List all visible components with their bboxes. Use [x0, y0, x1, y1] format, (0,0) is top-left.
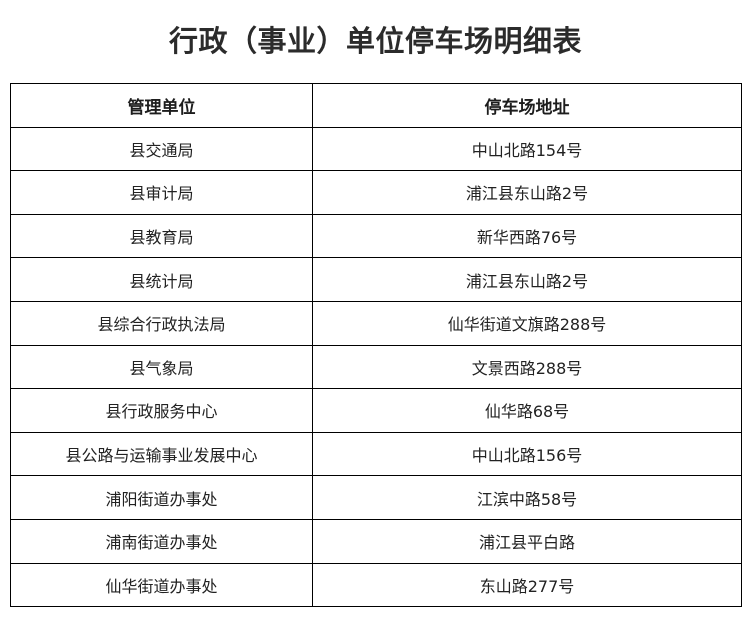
table-row: 浦阳街道办事处 江滨中路58号 — [10, 475, 742, 520]
title-container: 行政（事业）单位停车场明细表 — [0, 0, 751, 83]
table-row: 县审计局 浦江县东山路2号 — [10, 170, 742, 215]
table-row: 县统计局 浦江县东山路2号 — [10, 257, 742, 302]
cell-parking-address: 中山北路154号 — [312, 126, 742, 172]
column-header-unit: 管理单位 — [10, 83, 313, 128]
cell-managing-unit: 县行政服务中心 — [10, 388, 313, 433]
table-row: 县教育局 新华西路76号 — [10, 213, 742, 259]
cell-parking-address: 新华西路76号 — [312, 213, 742, 259]
cell-managing-unit: 县综合行政执法局 — [10, 300, 313, 346]
cell-parking-address: 仙华街道文旗路288号 — [312, 300, 742, 346]
cell-managing-unit: 仙华街道办事处 — [10, 562, 313, 608]
cell-managing-unit: 县公路与运输事业发展中心 — [10, 431, 313, 477]
cell-parking-address: 仙华路68号 — [312, 388, 742, 433]
cell-managing-unit: 县气象局 — [10, 344, 313, 390]
table-row: 仙华街道办事处 东山路277号 — [10, 562, 742, 608]
table-header: 管理单位 停车场地址 — [10, 83, 742, 128]
cell-managing-unit: 县统计局 — [10, 257, 313, 302]
cell-managing-unit: 县教育局 — [10, 213, 313, 259]
table-row: 县行政服务中心 仙华路68号 — [10, 388, 742, 433]
cell-managing-unit: 浦南街道办事处 — [10, 518, 313, 564]
parking-table-container: 管理单位 停车场地址 县交通局 中山北路154号 县审计局 浦江县东山路2号 县教育局新… — [10, 83, 742, 608]
page-title: 行政（事业）单位停车场明细表 — [168, 23, 582, 58]
table-row: 县公路与运输事业发展中心 中山北路156号 — [10, 431, 742, 477]
cell-managing-unit: 县交通局 — [10, 126, 313, 172]
cell-parking-address: 江滨中路58号 — [312, 475, 742, 520]
cell-parking-address: 文景西路288号 — [312, 344, 742, 390]
table-row: 浦南街道办事处 浦江县平白路 — [10, 518, 742, 564]
cell-parking-address: 浦江县平白路 — [312, 518, 742, 564]
table-row: 县综合行政执法局 仙华街道文旗路288号 — [10, 300, 742, 346]
table-header-row: 管理单位 停车场地址 — [10, 83, 742, 128]
cell-parking-address: 东山路277号 — [312, 562, 742, 608]
cell-parking-address: 浦江县东山路2号 — [312, 170, 742, 215]
cell-parking-address: 中山北路156号 — [312, 431, 742, 477]
cell-parking-address: 浦江县东山路2号 — [312, 257, 742, 302]
parking-lot-table: 管理单位 停车场地址 县交通局 中山北路154号 县审计局 浦江县东山路2号 县教育局新… — [10, 83, 742, 608]
table-row: 县气象局 文景西路288号 — [10, 344, 742, 390]
cell-managing-unit: 县审计局 — [10, 170, 313, 215]
table-row: 县交通局 中山北路154号 — [10, 126, 742, 172]
column-header-address: 停车场地址 — [312, 83, 742, 128]
table-body: 县交通局 中山北路154号 县审计局 浦江县东山路2号 县教育局 新华西路76号 县统计局浦… — [10, 126, 742, 608]
cell-managing-unit: 浦阳街道办事处 — [10, 475, 313, 520]
